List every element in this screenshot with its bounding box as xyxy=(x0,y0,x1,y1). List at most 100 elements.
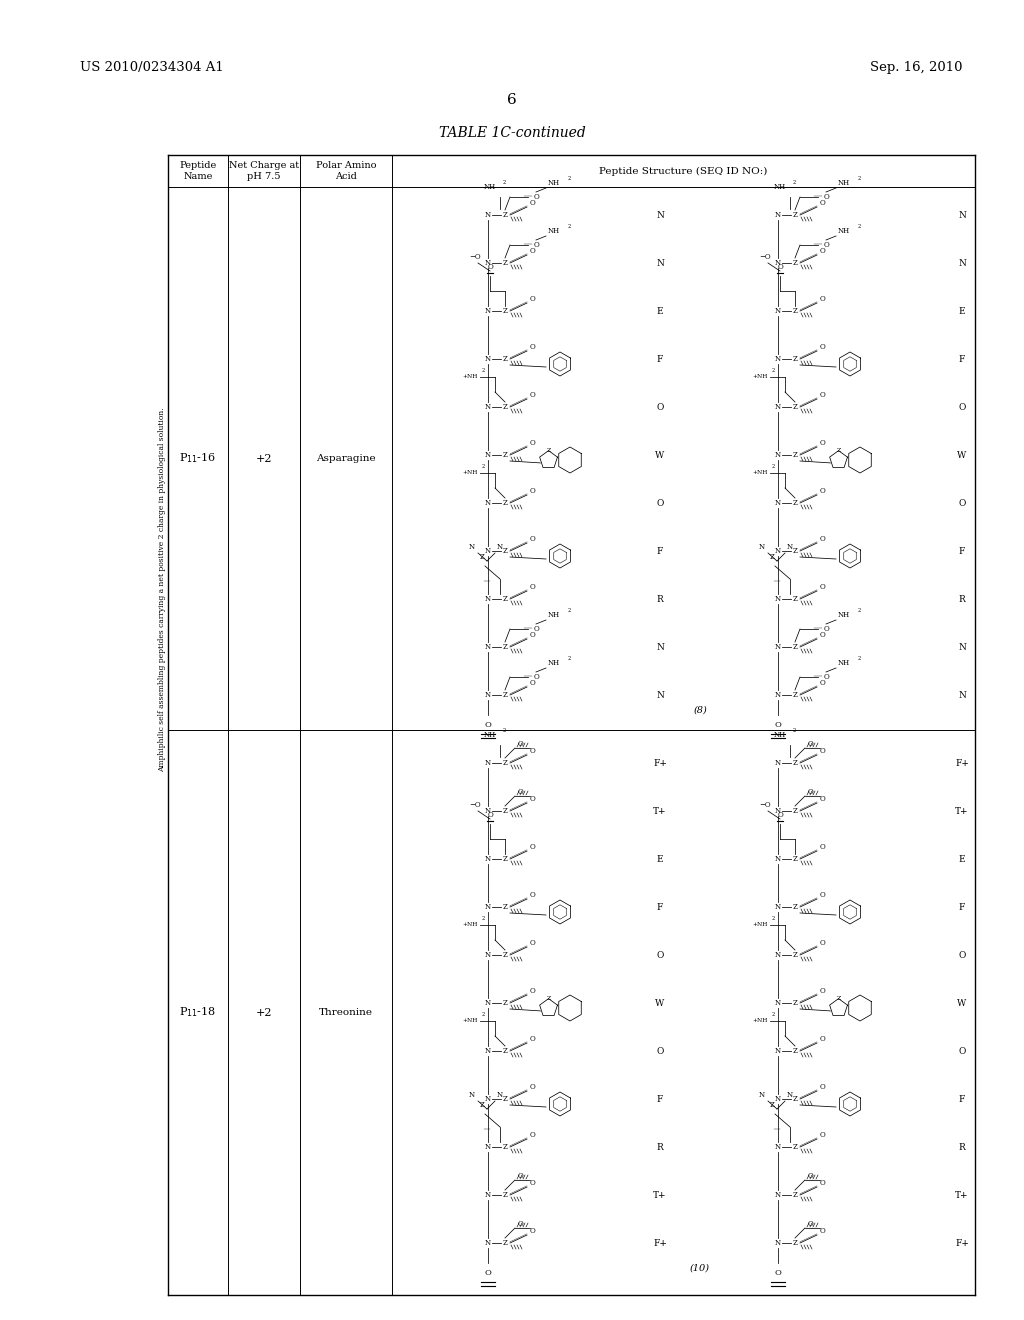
Text: Z: Z xyxy=(503,1096,508,1104)
Text: F+: F+ xyxy=(955,1238,969,1247)
Text: O: O xyxy=(958,403,966,412)
Text: O: O xyxy=(530,1131,536,1139)
Text: Z: Z xyxy=(837,447,841,453)
Text: 2: 2 xyxy=(482,1012,485,1018)
Text: N: N xyxy=(775,1239,781,1247)
Text: E: E xyxy=(958,306,966,315)
Text: NH: NH xyxy=(774,183,786,191)
Text: N: N xyxy=(656,690,664,700)
Text: NH: NH xyxy=(774,731,786,739)
Text: O: O xyxy=(820,294,826,304)
Text: O: O xyxy=(530,843,536,851)
Text: N: N xyxy=(775,807,781,814)
Text: O: O xyxy=(823,624,828,634)
Text: O: O xyxy=(958,1047,966,1056)
Text: Z: Z xyxy=(793,595,798,603)
Text: Z: Z xyxy=(793,1239,798,1247)
Text: 2: 2 xyxy=(772,916,775,921)
Text: 2: 2 xyxy=(568,176,571,181)
Text: Z: Z xyxy=(503,1239,508,1247)
Text: Z: Z xyxy=(793,1047,798,1055)
Text: N: N xyxy=(775,211,781,219)
Text: O: O xyxy=(820,487,826,495)
Text: 2: 2 xyxy=(503,180,506,185)
Text: O: O xyxy=(820,939,826,946)
Text: NH: NH xyxy=(838,659,850,667)
Text: O: O xyxy=(820,1082,826,1092)
Text: N: N xyxy=(485,999,492,1007)
Text: O: O xyxy=(656,403,664,412)
Polygon shape xyxy=(840,900,860,924)
Text: F: F xyxy=(656,1094,664,1104)
Text: O: O xyxy=(530,343,536,351)
Text: NH: NH xyxy=(484,183,496,191)
Text: Z: Z xyxy=(793,1143,798,1151)
Text: O: O xyxy=(534,673,539,681)
Text: Z: Z xyxy=(793,903,798,911)
Text: W: W xyxy=(957,450,967,459)
Polygon shape xyxy=(540,450,557,467)
Text: NH: NH xyxy=(484,731,496,739)
Text: N: N xyxy=(485,355,492,363)
Text: O: O xyxy=(530,987,536,995)
Text: T+: T+ xyxy=(955,1191,969,1200)
Text: Z: Z xyxy=(503,308,508,315)
Polygon shape xyxy=(849,447,871,473)
Text: Z: Z xyxy=(793,355,798,363)
Text: O: O xyxy=(820,747,826,755)
Text: 2: 2 xyxy=(858,176,861,181)
Text: N: N xyxy=(485,451,492,459)
Polygon shape xyxy=(550,544,570,568)
Polygon shape xyxy=(829,999,848,1015)
Text: N: N xyxy=(775,643,781,651)
Text: O: O xyxy=(530,795,536,803)
Text: N: N xyxy=(469,1092,475,1100)
Text: O: O xyxy=(807,788,813,796)
Text: +NH: +NH xyxy=(753,470,768,475)
Text: Z: Z xyxy=(547,447,551,453)
Text: Polar Amino
Acid: Polar Amino Acid xyxy=(315,161,376,181)
Text: O: O xyxy=(530,1179,536,1187)
Text: N: N xyxy=(656,210,664,219)
Text: Z: Z xyxy=(793,499,798,507)
Text: P$_{11}$-18: P$_{11}$-18 xyxy=(179,1006,216,1019)
Text: O: O xyxy=(534,242,539,249)
Text: O: O xyxy=(807,741,813,748)
Text: F: F xyxy=(958,1094,966,1104)
Text: F: F xyxy=(656,903,664,912)
Text: Z: Z xyxy=(503,595,508,603)
Text: W: W xyxy=(957,998,967,1007)
Text: (10): (10) xyxy=(690,1263,710,1272)
Text: 2: 2 xyxy=(793,180,796,185)
Text: Asparagine: Asparagine xyxy=(316,454,376,463)
Text: O: O xyxy=(530,747,536,755)
Text: O: O xyxy=(820,1179,826,1187)
Text: Z: Z xyxy=(793,807,798,814)
Text: N: N xyxy=(775,855,781,863)
Text: Z: Z xyxy=(503,690,508,700)
Text: N: N xyxy=(485,643,492,651)
Text: Z: Z xyxy=(503,759,508,767)
Text: W: W xyxy=(655,450,665,459)
Text: +NH: +NH xyxy=(462,375,477,380)
Text: T+: T+ xyxy=(955,807,969,816)
Text: NH: NH xyxy=(548,659,560,667)
Text: O: O xyxy=(530,891,536,899)
Text: N: N xyxy=(759,1092,765,1100)
Text: O: O xyxy=(807,1220,813,1228)
Text: Net Charge at
pH 7.5: Net Charge at pH 7.5 xyxy=(229,161,299,181)
Text: Z: Z xyxy=(503,211,508,219)
Text: Z: Z xyxy=(503,546,508,554)
Text: 2: 2 xyxy=(568,607,571,612)
Text: 2: 2 xyxy=(858,656,861,660)
Text: Amphiphilic self assembling peptides carrying a net positive 2 charge in physiol: Amphiphilic self assembling peptides car… xyxy=(158,408,166,772)
Text: 2: 2 xyxy=(772,368,775,374)
Text: −O: −O xyxy=(759,253,771,261)
Text: +NH: +NH xyxy=(462,470,477,475)
Text: Z: Z xyxy=(503,807,508,814)
Text: T+: T+ xyxy=(653,807,667,816)
Text: 2: 2 xyxy=(568,656,571,660)
Text: O: O xyxy=(530,1082,536,1092)
Text: N: N xyxy=(485,1096,492,1104)
Text: −O: −O xyxy=(469,253,481,261)
